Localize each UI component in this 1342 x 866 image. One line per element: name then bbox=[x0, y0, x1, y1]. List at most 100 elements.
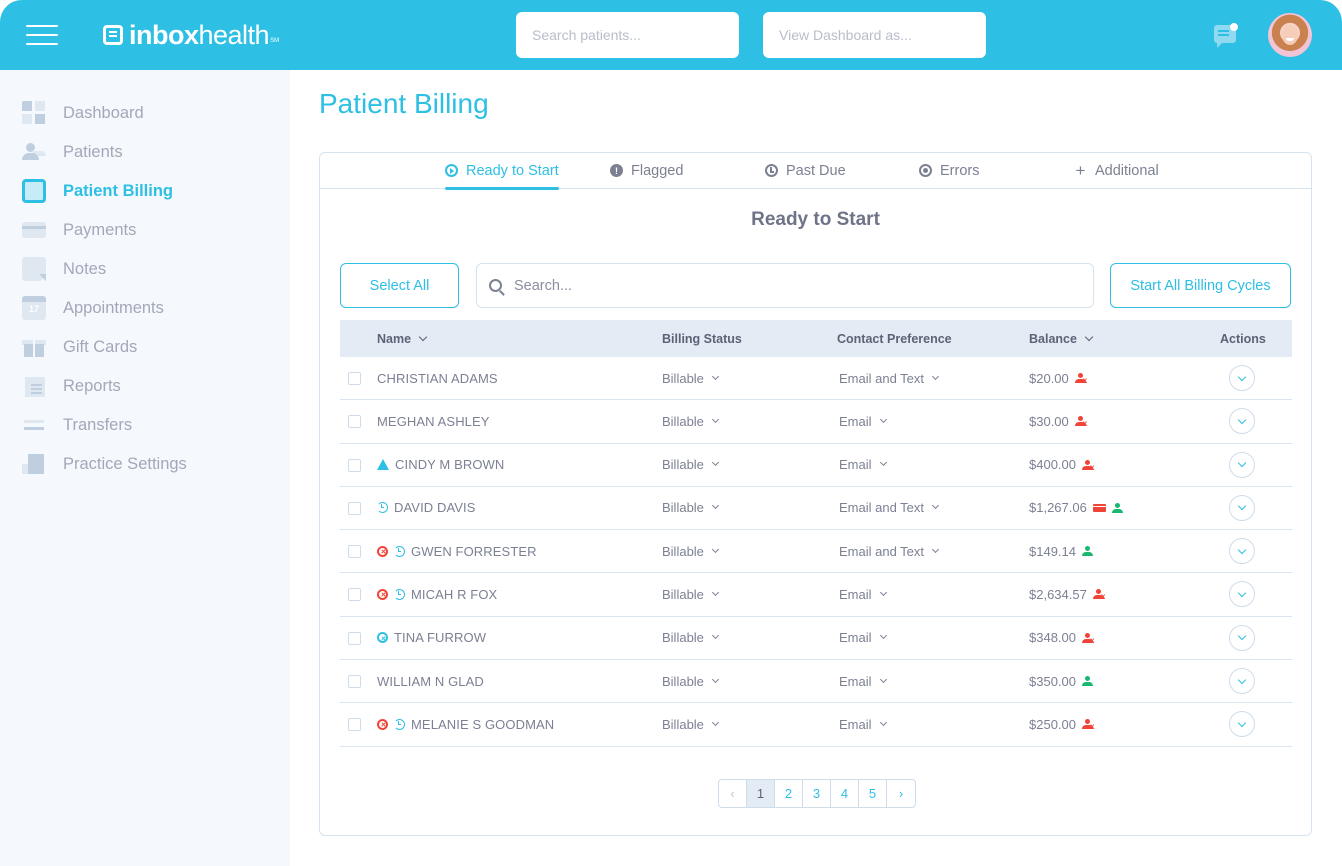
tab-errors[interactable]: Errors bbox=[919, 153, 979, 188]
sidebar: Dashboard Patients Patient Billing Payme… bbox=[0, 70, 290, 866]
page-button-5[interactable]: 5 bbox=[859, 780, 887, 807]
patient-name[interactable]: MEGHAN ASHLEY bbox=[377, 400, 490, 442]
row-actions-button[interactable] bbox=[1229, 538, 1255, 565]
patient-name[interactable]: WILLIAM N GLAD bbox=[377, 660, 484, 702]
row-checkbox[interactable] bbox=[348, 415, 361, 429]
row-actions-button[interactable] bbox=[1229, 581, 1255, 608]
row-actions-button[interactable] bbox=[1229, 451, 1255, 478]
select-all-button[interactable]: Select All bbox=[340, 263, 459, 308]
contact-preference-value: Email and Text bbox=[839, 543, 925, 559]
row-checkbox[interactable] bbox=[348, 545, 361, 559]
billing-status-dropdown[interactable]: Billable bbox=[662, 487, 719, 529]
tab-past-due[interactable]: Past Due bbox=[765, 153, 846, 188]
row-actions-button[interactable] bbox=[1229, 668, 1255, 695]
menu-icon[interactable] bbox=[26, 25, 58, 45]
sidebar-item-patient-billing[interactable]: Patient Billing bbox=[22, 178, 173, 204]
billing-status-dropdown[interactable]: Billable bbox=[662, 357, 719, 399]
billing-status-dropdown[interactable]: Billable bbox=[662, 660, 719, 702]
balance-value: $400.00 bbox=[1029, 457, 1076, 473]
column-label: Actions bbox=[1220, 331, 1266, 346]
patient-name-text: DAVID DAVIS bbox=[394, 500, 476, 516]
row-actions-button[interactable] bbox=[1229, 408, 1255, 435]
column-header-balance[interactable]: Balance bbox=[1029, 320, 1094, 357]
row-checkbox[interactable] bbox=[348, 675, 361, 689]
history-icon bbox=[394, 588, 405, 600]
page-button-4[interactable]: 4 bbox=[831, 780, 859, 807]
billing-status-dropdown[interactable]: Billable bbox=[662, 444, 719, 486]
patient-search-input[interactable] bbox=[516, 12, 739, 58]
patient-name[interactable]: GWEN FORRESTER bbox=[377, 530, 537, 572]
history-icon bbox=[377, 502, 388, 514]
prev-page-button[interactable]: ‹ bbox=[719, 780, 747, 807]
sidebar-item-patients[interactable]: Patients bbox=[22, 139, 123, 165]
user-avatar[interactable] bbox=[1268, 13, 1312, 57]
contact-preference-dropdown[interactable]: Email bbox=[839, 703, 887, 745]
sidebar-item-gift-cards[interactable]: Gift Cards bbox=[22, 334, 137, 360]
chevron-down-icon bbox=[931, 372, 940, 380]
billing-status-dropdown[interactable]: Billable bbox=[662, 703, 719, 745]
patient-name[interactable]: DAVID DAVIS bbox=[377, 487, 476, 529]
billing-status-dropdown[interactable]: Billable bbox=[662, 530, 719, 572]
table-search[interactable] bbox=[476, 263, 1094, 308]
history-icon bbox=[394, 545, 405, 557]
tab-flagged[interactable]: ! Flagged bbox=[610, 153, 683, 188]
patient-name[interactable]: CINDY M BROWN bbox=[377, 444, 504, 486]
sidebar-item-notes[interactable]: Notes bbox=[22, 256, 106, 282]
row-actions-button[interactable] bbox=[1229, 624, 1255, 651]
view-dashboard-as-input[interactable] bbox=[763, 12, 986, 58]
patient-name[interactable]: MELANIE S GOODMAN bbox=[377, 703, 554, 745]
billing-status-dropdown[interactable]: Billable bbox=[662, 400, 719, 442]
chevron-down-icon bbox=[711, 372, 719, 380]
billing-status-dropdown[interactable]: Billable bbox=[662, 617, 719, 659]
row-checkbox[interactable] bbox=[348, 372, 361, 385]
patient-name[interactable]: MICAH R FOX bbox=[377, 573, 497, 615]
person-check-icon bbox=[1082, 546, 1093, 557]
tab-ready-to-start[interactable]: Ready to Start bbox=[445, 153, 559, 190]
table-search-input[interactable] bbox=[514, 277, 1074, 294]
row-checkbox[interactable] bbox=[348, 718, 361, 732]
row-actions-button[interactable] bbox=[1229, 494, 1255, 521]
contact-preference-dropdown[interactable]: Email and Text bbox=[839, 530, 940, 572]
sidebar-item-practice-settings[interactable]: Practice Settings bbox=[22, 451, 187, 477]
balance-cell: $2,634.57 x bbox=[1029, 573, 1105, 615]
logo-servicemark: SM bbox=[270, 38, 280, 44]
page-button-3[interactable]: 3 bbox=[803, 780, 831, 807]
tab-additional[interactable]: + Additional bbox=[1074, 153, 1159, 188]
billing-status-dropdown[interactable]: Billable bbox=[662, 573, 719, 615]
row-actions-button[interactable] bbox=[1229, 365, 1255, 391]
row-checkbox[interactable] bbox=[348, 588, 361, 602]
practice-icon bbox=[22, 452, 46, 476]
column-header-name[interactable]: Name bbox=[377, 320, 428, 357]
row-checkbox[interactable] bbox=[348, 458, 361, 472]
contact-preference-dropdown[interactable]: Email and Text bbox=[839, 487, 940, 529]
sidebar-item-dashboard[interactable]: Dashboard bbox=[22, 100, 144, 126]
pagination: ‹ 1 2 3 4 5 › bbox=[718, 779, 916, 808]
billing-card: Ready to Start ! Flagged Past Due Errors… bbox=[319, 152, 1312, 836]
balance-value: $149.14 bbox=[1029, 543, 1076, 559]
start-all-billing-cycles-button[interactable]: Start All Billing Cycles bbox=[1110, 263, 1291, 308]
table-row: MICAH R FOX Billable Email $2,634.57 x bbox=[340, 573, 1292, 617]
patient-name[interactable]: CHRISTIAN ADAMS bbox=[377, 357, 498, 399]
row-checkbox[interactable] bbox=[348, 501, 361, 515]
contact-preference-dropdown[interactable]: Email bbox=[839, 660, 887, 702]
calendar-icon: 17 bbox=[22, 296, 46, 320]
page-button-2[interactable]: 2 bbox=[775, 780, 803, 807]
chevron-down-icon bbox=[711, 502, 719, 510]
page-button-1[interactable]: 1 bbox=[747, 780, 775, 807]
row-actions-button[interactable] bbox=[1229, 711, 1255, 738]
sidebar-item-payments[interactable]: Payments bbox=[22, 217, 136, 243]
tab-label: Ready to Start bbox=[466, 162, 559, 179]
sidebar-item-reports[interactable]: Reports bbox=[22, 373, 121, 399]
logo[interactable]: inbox health SM bbox=[103, 20, 279, 50]
contact-preference-dropdown[interactable]: Email bbox=[839, 617, 887, 659]
contact-preference-dropdown[interactable]: Email and Text bbox=[839, 357, 940, 399]
contact-preference-dropdown[interactable]: Email bbox=[839, 444, 887, 486]
row-checkbox[interactable] bbox=[348, 631, 361, 645]
contact-preference-dropdown[interactable]: Email bbox=[839, 573, 887, 615]
next-page-button[interactable]: › bbox=[898, 786, 904, 801]
patient-name[interactable]: TINA FURROW bbox=[377, 617, 486, 659]
contact-preference-dropdown[interactable]: Email bbox=[839, 400, 887, 442]
clock-icon bbox=[765, 164, 778, 177]
sidebar-item-appointments[interactable]: 17 Appointments bbox=[22, 295, 164, 321]
sidebar-item-transfers[interactable]: Transfers bbox=[22, 412, 132, 438]
